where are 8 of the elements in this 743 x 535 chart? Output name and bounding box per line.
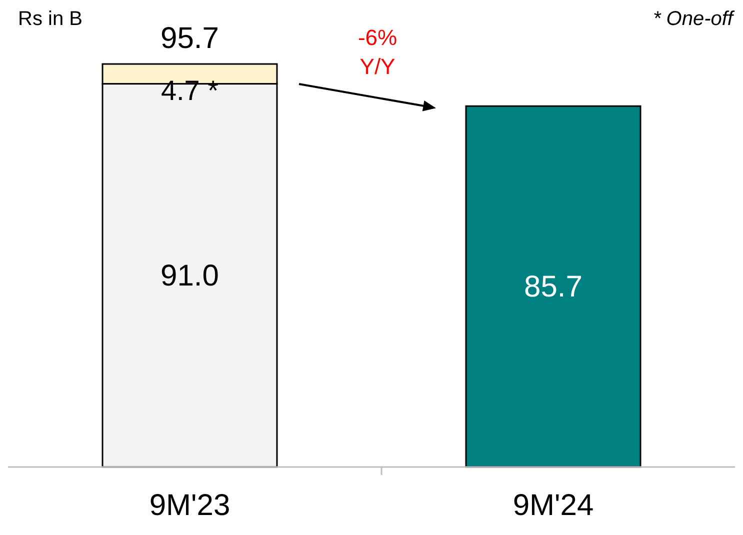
total-label: 95.7 (160, 22, 219, 55)
annotation: -6% Y/Y (358, 25, 398, 79)
x-tick-label: 9M'23 (149, 489, 230, 522)
text: * One-off (652, 8, 736, 30)
data-label: 91.0 (160, 259, 219, 292)
data-label: 85.7 (524, 270, 582, 304)
text: Rs in B (18, 8, 82, 30)
x-tick-label: 9M'24 (512, 489, 594, 522)
